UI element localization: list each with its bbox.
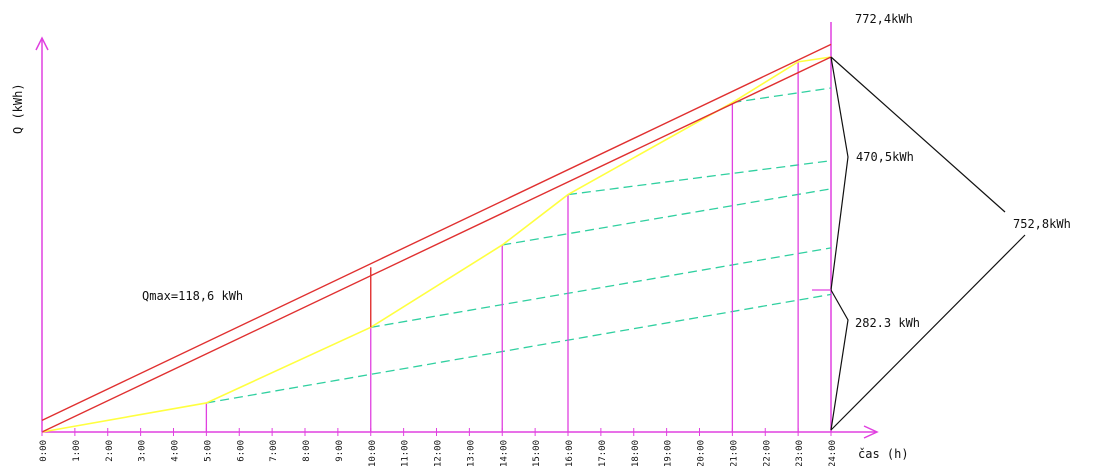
x-tick-label: 19:00 bbox=[664, 440, 674, 466]
x-tick-label: 0:00 bbox=[39, 440, 49, 462]
x-tick-label: 4:00 bbox=[171, 440, 181, 462]
x-tick-label: 21:00 bbox=[729, 440, 739, 466]
x-tick-label: 15:00 bbox=[532, 440, 542, 466]
bracket-right bbox=[830, 56, 1006, 213]
x-tick-label: 14:00 bbox=[499, 440, 509, 466]
x-tick-label: 22:00 bbox=[762, 440, 772, 466]
storage-line-3 bbox=[567, 160, 832, 196]
x-tick-label: 10:00 bbox=[368, 440, 378, 466]
bracket-right-lower bbox=[830, 234, 1026, 431]
x-tick-label: 5:00 bbox=[203, 440, 213, 462]
x-tick-label: 1:00 bbox=[72, 440, 82, 462]
storage-line-2 bbox=[502, 188, 832, 246]
bracket-low bbox=[830, 289, 849, 431]
x-tick-label: 11:00 bbox=[401, 440, 411, 466]
x-tick-label: 16:00 bbox=[565, 440, 575, 466]
x-tick-label: 18:00 bbox=[631, 440, 641, 466]
x-tick-label: 20:00 bbox=[697, 440, 707, 466]
x-tick-labels: 0:00 1:00 2:00 3:00 4:00 5:00 6:00 7:00 8:00 9:00… bbox=[39, 428, 838, 466]
y-axis-arrow bbox=[35, 36, 49, 51]
storage-line-0 bbox=[206, 293, 832, 404]
supply-line-1 bbox=[41, 56, 832, 433]
x-axis-label: čas (h) bbox=[858, 447, 909, 461]
storage-line-1 bbox=[370, 247, 832, 328]
label-qmax: Qmax=118,6 kWh bbox=[142, 289, 243, 303]
x-axis-arrow bbox=[863, 425, 879, 439]
x-tick-label: 3:00 bbox=[138, 440, 148, 462]
marks bbox=[41, 43, 832, 433]
supply-line-0 bbox=[41, 43, 832, 422]
x-tick-label: 9:00 bbox=[335, 440, 345, 462]
label-mid: 470,5kWh bbox=[856, 150, 914, 164]
x-tick-label: 6:00 bbox=[236, 440, 246, 462]
x-tick-label: 7:00 bbox=[269, 440, 279, 462]
bracket-mid bbox=[830, 56, 849, 291]
label-right: 752,8kWh bbox=[1013, 217, 1071, 231]
y-axis-label: Q (kWh) bbox=[11, 83, 25, 134]
x-tick-label: 23:00 bbox=[795, 440, 805, 466]
label-low: 282.3 kWh bbox=[855, 316, 920, 330]
storage-line-4 bbox=[732, 87, 832, 104]
label-total-top: 772,4kWh bbox=[855, 12, 913, 26]
x-tick-label: 2:00 bbox=[105, 440, 115, 462]
x-tick-label: 8:00 bbox=[302, 440, 312, 462]
x-tick-label: 24:00 bbox=[828, 440, 838, 466]
x-tick-label: 13:00 bbox=[466, 440, 476, 466]
x-tick-label: 17:00 bbox=[598, 440, 608, 466]
cumulative-demand-line bbox=[41, 56, 832, 433]
x-tick-label: 12:00 bbox=[434, 440, 444, 466]
